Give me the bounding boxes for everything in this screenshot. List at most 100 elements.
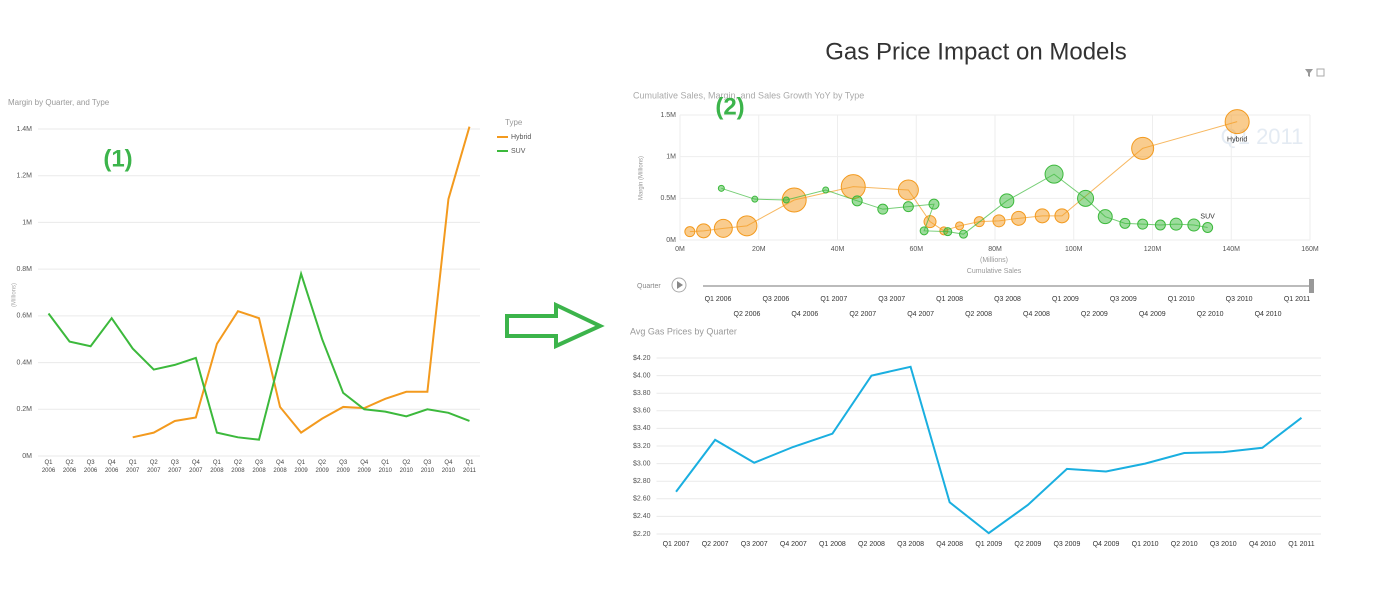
x-axis-unit: (Millions) — [980, 257, 1008, 264]
bubble — [1169, 217, 1183, 231]
arrow — [505, 301, 605, 350]
bubble — [1224, 109, 1250, 135]
x-tick-label: Q2 2008 — [858, 541, 885, 548]
annotation: (2) — [715, 93, 744, 120]
bubble — [851, 195, 863, 207]
y-tick-label: $2.80 — [633, 478, 651, 485]
x-tick-label: 140M — [1222, 246, 1240, 253]
x-tick-label: 60M — [909, 246, 923, 253]
bubble — [955, 221, 965, 231]
play-axis-tick: Q1 2006 — [705, 296, 732, 303]
bubble — [992, 214, 1006, 228]
play-axis-tick: Q3 2007 — [878, 296, 905, 303]
y-tick-label: $4.20 — [633, 355, 651, 362]
y-tick-label: $2.20 — [633, 531, 651, 538]
x-tick-label: Q3 2008 — [252, 460, 266, 474]
y-tick-label: 0.6M — [16, 313, 32, 320]
focus-icon[interactable] — [1316, 68, 1325, 77]
x-tick-label: Q4 2009 — [357, 460, 371, 474]
series-trail — [689, 121, 1238, 233]
x-tick-label: Q4 2007 — [780, 541, 807, 548]
x-tick-label: Q3 2010 — [1210, 541, 1237, 548]
bubble — [1131, 136, 1155, 160]
play-axis-tick: Q2 2007 — [849, 311, 876, 318]
x-tick-label: Q1 2010 — [378, 460, 392, 474]
x-tick-label: 100M — [1065, 246, 1083, 253]
bubble — [840, 174, 866, 200]
bubble — [959, 229, 968, 239]
y-tick-label: $3.60 — [633, 408, 651, 415]
y-tick-label: 0.8M — [16, 266, 32, 273]
x-tick-label: Q4 2009 — [1093, 541, 1120, 548]
bubble — [928, 198, 940, 210]
y-axis-label: (Millions) — [12, 283, 18, 307]
x-tick-label: Q1 2011 — [463, 460, 476, 474]
bubble — [943, 227, 953, 237]
x-tick-label: Q2 2007 — [147, 460, 161, 474]
bubble — [1137, 218, 1149, 230]
y-axis-label: Margin (Millions) — [639, 156, 645, 200]
series-line — [675, 365, 1303, 535]
x-tick-label: Q2 2008 — [231, 460, 245, 474]
filter-icon[interactable] — [1305, 69, 1313, 77]
bubble — [902, 201, 914, 213]
y-tick-label: 0.2M — [16, 406, 32, 413]
bubble — [782, 196, 790, 204]
x-tick-label: Q3 2007 — [741, 541, 768, 548]
x-tick-label: Q1 2007 — [126, 460, 140, 474]
y-tick-label: 0.4M — [16, 359, 32, 366]
play-axis-tick: Q4 2007 — [907, 311, 934, 318]
x-tick-label: Q1 2010 — [1132, 541, 1159, 548]
play-axis-tick: Q2 2008 — [965, 311, 992, 318]
y-tick-label: 1.5M — [660, 112, 676, 119]
bubble — [1097, 209, 1113, 225]
x-tick-label: Q3 2009 — [336, 460, 350, 474]
x-tick-label: Q2 2009 — [1014, 541, 1041, 548]
x-tick-label: Q1 2011 — [1288, 541, 1314, 548]
x-tick-label: 160M — [1301, 246, 1319, 253]
point-label: SUV — [1200, 213, 1215, 220]
play-axis-tick: Q1 2009 — [1052, 296, 1079, 303]
x-tick-label: Q3 2008 — [897, 541, 924, 548]
bubble — [1154, 219, 1166, 231]
y-tick-label: 1.2M — [16, 173, 32, 180]
play-axis-tick: Q3 2010 — [1226, 296, 1253, 303]
bubble — [717, 184, 725, 192]
x-tick-label: Q1 2009 — [294, 460, 308, 474]
x-tick-label: Q2 2010 — [1171, 541, 1198, 548]
chart-title: Cumulative Sales, Margin, and Sales Grow… — [633, 90, 864, 100]
y-tick-label: 1M — [666, 154, 676, 161]
chart-title: Avg Gas Prices by Quarter — [630, 326, 737, 336]
x-tick-label: Q1 2009 — [975, 541, 1002, 548]
bubble — [1044, 164, 1064, 184]
y-tick-label: 1.4M — [16, 126, 32, 133]
play-axis-tick: Q4 2009 — [1139, 311, 1166, 318]
play-axis-tick: Q2 2006 — [734, 311, 761, 318]
bubble — [1187, 218, 1201, 232]
slider-thumb[interactable] — [1309, 279, 1314, 293]
x-tick-label: 20M — [752, 246, 766, 253]
play-axis-tick: Q1 2007 — [820, 296, 847, 303]
bubble — [822, 186, 830, 194]
x-tick-label: 40M — [831, 246, 845, 253]
bubble — [684, 226, 696, 238]
play-axis-tick: Q3 2008 — [994, 296, 1021, 303]
play-axis-tick: Q2 2009 — [1081, 311, 1108, 318]
x-tick-label: Q1 2008 — [210, 460, 224, 474]
x-tick-label: Q3 2007 — [168, 460, 182, 474]
x-tick-label: Q4 2006 — [104, 460, 119, 474]
x-tick-label: 120M — [1144, 246, 1162, 253]
x-tick-label: Q2 2010 — [399, 460, 413, 474]
x-axis-label: Cumulative Sales — [967, 268, 1022, 275]
series-line — [132, 126, 471, 439]
y-tick-label: $4.00 — [633, 372, 651, 379]
bubble — [999, 193, 1015, 209]
play-icon — [677, 281, 683, 289]
bubble — [1054, 208, 1070, 224]
bubble — [713, 218, 733, 238]
y-tick-label: 0M — [666, 237, 676, 244]
y-tick-label: 1M — [22, 219, 32, 226]
x-tick-label: 80M — [988, 246, 1002, 253]
